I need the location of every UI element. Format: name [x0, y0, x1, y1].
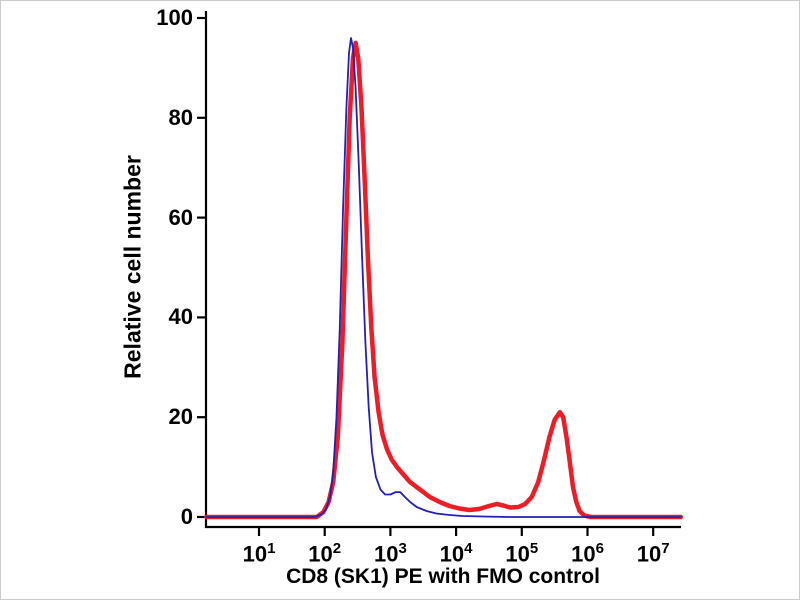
x-tick-label: 106	[571, 540, 604, 567]
x-tick-label: 104	[439, 540, 473, 567]
y-tick-label: 100	[156, 5, 193, 30]
axis-lines	[204, 11, 681, 529]
x-tick-label: 102	[308, 540, 342, 567]
y-tick-label: 20	[168, 404, 193, 430]
y-axis-label: Relative cell number	[119, 155, 146, 379]
x-tick-label: 101	[242, 540, 276, 567]
y-tick-label: 40	[168, 304, 193, 330]
x-tick-label: 105	[505, 540, 539, 567]
series-curve-1	[205, 37, 682, 518]
x-axis-label: CD8 (SK1) PE with FMO control	[286, 565, 600, 588]
x-tick-label: 107	[636, 540, 670, 567]
y-tick-label: 80	[168, 104, 193, 130]
y-tick-label: 0	[180, 504, 193, 529]
x-tick-label: 103	[373, 540, 407, 567]
y-tick-label: 60	[168, 204, 193, 230]
series-curve-0	[204, 40, 684, 520]
